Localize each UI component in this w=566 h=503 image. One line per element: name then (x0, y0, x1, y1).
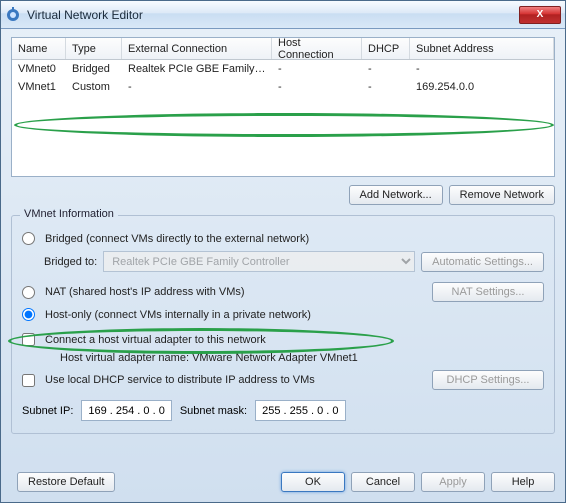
cell-name: VMnet0 (12, 63, 66, 75)
app-icon (5, 7, 21, 23)
col-header-type[interactable]: Type (66, 38, 122, 59)
cell-name: VMnet1 (12, 81, 66, 93)
bridged-radio[interactable] (22, 232, 35, 245)
hostonly-label: Host-only (connect VMs internally in a p… (45, 309, 311, 321)
window: Virtual Network Editor X Name Type Exter… (0, 0, 566, 503)
adapter-name-label: Host virtual adapter name: VMware Networ… (60, 352, 544, 364)
bridged-to-select[interactable]: Realtek PCIe GBE Family Controller (103, 251, 415, 272)
table-row[interactable]: VMnet0 Bridged Realtek PCIe GBE Family C… (12, 60, 554, 78)
table-row[interactable]: VMnet1 Custom - - - 169.254.0.0 (12, 78, 554, 96)
restore-default-button[interactable]: Restore Default (17, 472, 115, 492)
window-title: Virtual Network Editor (27, 8, 519, 22)
nat-radio-row[interactable]: NAT (shared host's IP address with VMs) … (22, 282, 544, 302)
cell-sub: - (410, 63, 554, 75)
hostonly-radio[interactable] (22, 308, 35, 321)
hostonly-radio-row[interactable]: Host-only (connect VMs internally in a p… (22, 308, 544, 321)
nat-settings-button[interactable]: NAT Settings... (432, 282, 544, 302)
cell-ext: Realtek PCIe GBE Family Co... (122, 63, 272, 75)
cell-dhcp: - (362, 63, 410, 75)
dhcp-settings-button[interactable]: DHCP Settings... (432, 370, 544, 390)
nat-radio[interactable] (22, 286, 35, 299)
connect-host-label: Connect a host virtual adapter to this n… (45, 334, 266, 346)
cell-type: Custom (66, 81, 122, 93)
title-bar: Virtual Network Editor X (1, 1, 565, 29)
cell-host: - (272, 81, 362, 93)
apply-button[interactable]: Apply (421, 472, 485, 492)
bridged-to-label: Bridged to: (44, 256, 97, 268)
bridged-radio-row[interactable]: Bridged (connect VMs directly to the ext… (22, 232, 544, 245)
col-header-external[interactable]: External Connection (122, 38, 272, 59)
remove-network-button[interactable]: Remove Network (449, 185, 555, 205)
cell-type: Bridged (66, 63, 122, 75)
subnet-mask-label: Subnet mask: (180, 405, 247, 417)
subnet-row: Subnet IP: 169 . 254 . 0 . 0 Subnet mask… (22, 400, 544, 421)
cell-sub: 169.254.0.0 (410, 81, 554, 93)
bridged-to-row: Bridged to: Realtek PCIe GBE Family Cont… (44, 251, 544, 272)
help-button[interactable]: Help (491, 472, 555, 492)
col-header-dhcp[interactable]: DHCP (362, 38, 410, 59)
vmnet-info-group: VMnet Information Bridged (connect VMs d… (11, 215, 555, 434)
dhcp-label: Use local DHCP service to distribute IP … (45, 374, 315, 386)
cancel-button[interactable]: Cancel (351, 472, 415, 492)
col-header-name[interactable]: Name (12, 38, 66, 59)
connect-host-checkbox[interactable] (22, 333, 35, 346)
table-header: Name Type External Connection Host Conne… (12, 38, 554, 60)
cell-host: - (272, 63, 362, 75)
dhcp-checkbox[interactable] (22, 374, 35, 387)
subnet-ip-input[interactable]: 169 . 254 . 0 . 0 (81, 400, 171, 421)
add-network-button[interactable]: Add Network... (349, 185, 443, 205)
ok-button[interactable]: OK (281, 472, 345, 492)
bridged-label: Bridged (connect VMs directly to the ext… (45, 233, 309, 245)
cell-dhcp: - (362, 81, 410, 93)
subnet-mask-input[interactable]: 255 . 255 . 0 . 0 (255, 400, 345, 421)
col-header-subnet[interactable]: Subnet Address (410, 38, 554, 59)
table-button-row: Add Network... Remove Network (11, 185, 555, 205)
nat-label: NAT (shared host's IP address with VMs) (45, 286, 245, 298)
col-header-host[interactable]: Host Connection (272, 38, 362, 59)
footer: Restore Default OK Cancel Apply Help (11, 472, 555, 492)
connect-host-row[interactable]: Connect a host virtual adapter to this n… (22, 333, 544, 346)
automatic-settings-button[interactable]: Automatic Settings... (421, 252, 544, 272)
cell-ext: - (122, 81, 272, 93)
highlight-ring-icon (14, 113, 554, 137)
close-button[interactable]: X (519, 6, 561, 24)
subnet-ip-label: Subnet IP: (22, 405, 73, 417)
network-table: Name Type External Connection Host Conne… (11, 37, 555, 177)
content-area: Name Type External Connection Host Conne… (1, 29, 565, 442)
dhcp-row[interactable]: Use local DHCP service to distribute IP … (22, 370, 544, 390)
group-legend: VMnet Information (20, 208, 118, 220)
